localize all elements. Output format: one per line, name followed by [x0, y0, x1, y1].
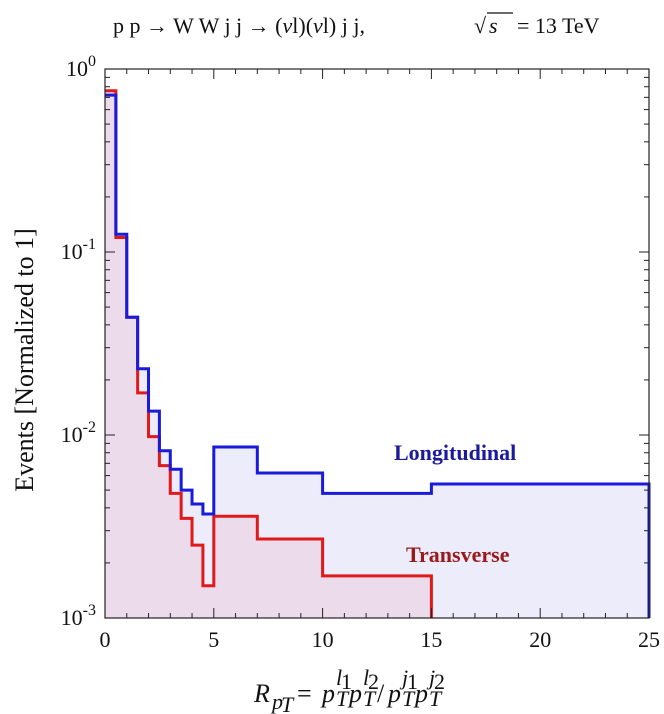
svg-text:R: R	[253, 679, 270, 708]
svg-text:l: l	[363, 665, 369, 690]
sqrt-s-label: √ s = 13 TeV	[474, 12, 600, 38]
y-tick-label: 10-3	[61, 602, 96, 630]
svg-text:l: l	[336, 665, 342, 690]
x-tick-label: 15	[420, 627, 442, 652]
svg-text:s: s	[489, 13, 498, 38]
svg-text:p: p	[386, 679, 401, 708]
svg-text:1: 1	[407, 669, 418, 694]
x-tick-label: 20	[529, 627, 551, 652]
svg-text:p: p	[413, 679, 428, 708]
axis-ticks	[104, 68, 650, 619]
svg-text:1: 1	[341, 669, 352, 694]
x-tick-label: 0	[100, 627, 111, 652]
x-tick-labels: 0 5 10 15 20 25	[100, 627, 661, 652]
fill-longitudinal	[105, 95, 649, 618]
svg-text:/: /	[377, 679, 385, 708]
y-tick-labels: 10-3 10-2 10-1 100	[61, 53, 96, 630]
svg-text:j: j	[399, 665, 408, 690]
plot-frame	[104, 68, 650, 619]
svg-text:p: p	[347, 679, 362, 708]
svg-text:=: =	[297, 679, 312, 708]
y-tick-label: 100	[66, 53, 96, 81]
y-axis-label: Events [Normalized to 1]	[10, 228, 39, 492]
svg-text:√: √	[474, 13, 487, 38]
line-longitudinal	[105, 93, 651, 618]
x-tick-label: 10	[312, 627, 334, 652]
svg-text:j: j	[426, 665, 435, 690]
legend-transverse: Transverse	[406, 542, 510, 567]
x-tick-label: 25	[638, 627, 660, 652]
svg-text:p: p	[320, 679, 335, 708]
svg-text:T: T	[281, 692, 295, 714]
y-tick-label: 10-1	[61, 236, 96, 264]
y-tick-label: 10-2	[61, 419, 96, 447]
chart-title: p p → W W j j → (νl)(νl) j j,	[113, 13, 365, 38]
svg-text:T: T	[402, 686, 416, 711]
svg-text:2: 2	[434, 669, 445, 694]
svg-text:p: p	[270, 689, 283, 714]
svg-text:T: T	[363, 686, 377, 711]
legend-longitudinal: Longitudinal	[394, 440, 516, 465]
svg-text:2: 2	[368, 669, 379, 694]
histogram-lines	[105, 89, 651, 618]
svg-text:= 13 TeV: = 13 TeV	[517, 13, 600, 38]
x-axis-label: R p T = p T l 1 p T l 2 / p T j 1 p T j …	[253, 665, 445, 714]
fill-transverse	[105, 90, 432, 619]
svg-text:T: T	[336, 686, 350, 711]
svg-text:T: T	[429, 686, 443, 711]
histogram-fills	[105, 90, 649, 619]
x-tick-label: 5	[208, 627, 219, 652]
